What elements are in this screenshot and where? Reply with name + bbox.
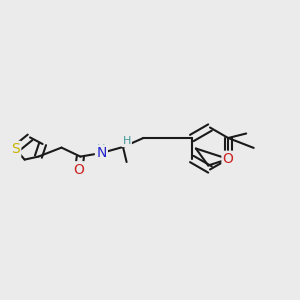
- Text: H: H: [122, 136, 131, 146]
- Text: O: O: [73, 163, 84, 176]
- Text: O: O: [223, 152, 234, 166]
- Text: S: S: [11, 142, 20, 156]
- Text: N: N: [96, 146, 106, 160]
- Text: H: H: [97, 143, 106, 154]
